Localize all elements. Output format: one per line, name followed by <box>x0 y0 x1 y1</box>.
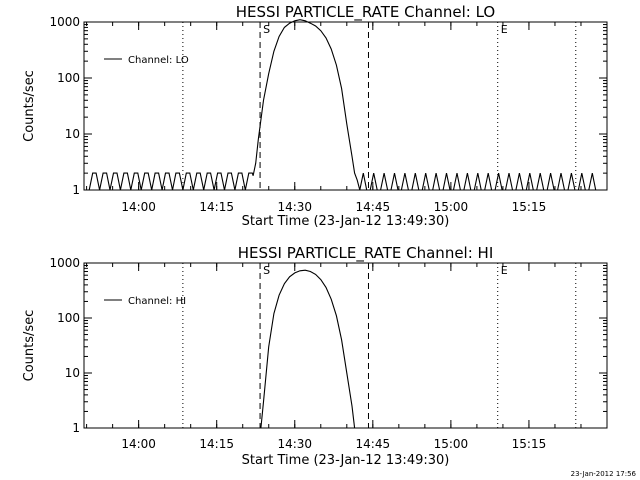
marker-label: S <box>263 264 270 277</box>
plot-frame <box>83 21 608 191</box>
marker-label: S <box>263 23 270 36</box>
marker-label: E <box>501 23 508 36</box>
legend-label: Channel: HI <box>128 296 186 307</box>
panel-hi: HESSI PARTICLE_RATE Channel: HI 14:00 14:1… <box>22 244 608 468</box>
y-tick-label: 100 <box>57 71 80 85</box>
y-tick-label: 1000 <box>49 256 80 270</box>
x-tick-label: 14:30 <box>277 200 312 214</box>
x-tick-label: 14:15 <box>199 437 234 451</box>
y-axis-label: Counts/sec <box>22 70 37 142</box>
x-tick-label: 14:15 <box>199 200 234 214</box>
x-tick-label: 14:45 <box>356 437 391 451</box>
x-axis-label: Start Time (23-Jan-12 13:49:30) <box>242 453 450 468</box>
marker-label: E <box>501 264 508 277</box>
y-tick-label: 1000 <box>49 15 80 29</box>
y-tick-label: 1 <box>72 183 80 197</box>
y-tick-label: 10 <box>65 366 80 380</box>
x-tick-label: 15:00 <box>434 200 469 214</box>
chart-title: HESSI PARTICLE_RATE Channel: LO <box>236 3 495 22</box>
plot-frame <box>83 262 608 429</box>
y-tick-label: 1 <box>72 421 80 435</box>
x-tick-label: 15:00 <box>434 437 469 451</box>
x-tick-label: 14:00 <box>121 437 156 451</box>
x-tick-label: 15:15 <box>512 200 547 214</box>
chart-title: HESSI PARTICLE_RATE Channel: HI <box>238 244 494 263</box>
x-tick-label: 14:30 <box>277 437 312 451</box>
legend-label: Channel: LO <box>128 55 189 66</box>
x-axis-label: Start Time (23-Jan-12 13:49:30) <box>242 214 450 229</box>
x-tick-label: 14:45 <box>356 200 391 214</box>
y-tick-label: 100 <box>57 311 80 325</box>
y-axis-label: Counts/sec <box>22 310 37 382</box>
x-tick-label: 15:15 <box>512 437 547 451</box>
footer-timestamp: 23-Jan-2012 17:56 <box>571 470 637 478</box>
x-tick-label: 14:00 <box>121 200 156 214</box>
y-tick-label: 10 <box>65 127 80 141</box>
panel-lo: HESSI PARTICLE_RATE Channel: LO 14:00 14:1… <box>22 3 608 229</box>
series-line <box>260 269 356 429</box>
series-line <box>88 19 597 191</box>
